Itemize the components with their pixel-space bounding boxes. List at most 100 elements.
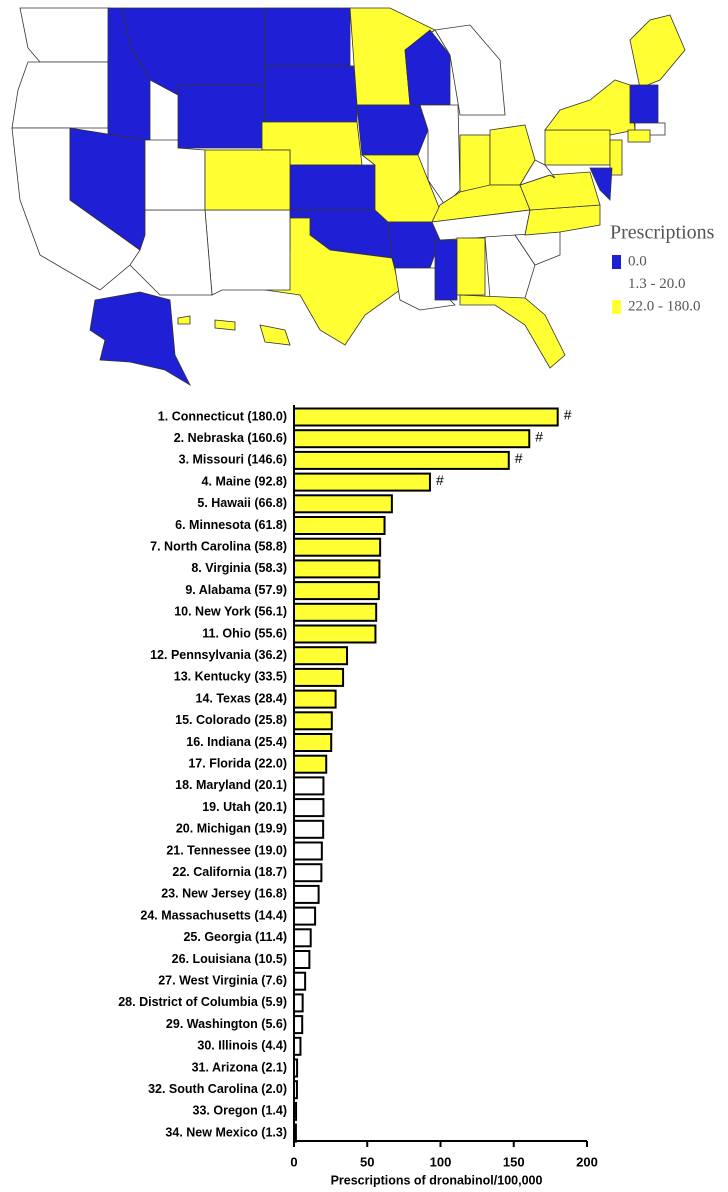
state [214,319,236,331]
bar [293,754,328,774]
bar [293,884,320,904]
legend-title: Prescriptions [610,222,715,244]
category-label: 4. Maine (92.8) [202,474,287,488]
category-label: 34. New Mexico (1.3) [165,1125,287,1139]
bar [293,559,381,579]
category-label: 33. Oregon (1.4) [193,1104,287,1118]
category-label: 32. South Carolina (2.0) [148,1082,287,1096]
category-label: 3. Missouri (146.6) [179,453,287,467]
state [356,104,429,156]
state [434,24,506,116]
state [459,294,566,369]
category-label: 27. West Virginia (7.6) [158,973,287,987]
state [627,129,651,143]
category-label: 6. Minnesota (61.8) [175,518,287,532]
state [524,204,601,236]
category-label: 16. Indiana (25.4) [186,735,287,749]
bar [293,516,386,535]
annotation: # [564,407,572,423]
state [609,139,623,176]
state [404,29,451,106]
state [144,139,206,211]
x-tick-label: 100 [430,1154,452,1169]
state [204,149,291,211]
state [484,234,536,299]
category-label: 7. North Carolina (58.8) [150,539,287,553]
legend-label: 22.0 - 180.0 [628,298,701,314]
state [264,7,351,67]
category-label: 5. Hawaii (66.8) [197,496,287,510]
category-label: 1. Connecticut (180.0) [158,409,287,423]
category-label: 30. Illinois (4.4) [197,1039,287,1053]
state [69,127,146,251]
bar [293,689,337,709]
state [387,221,441,269]
x-tick-label: 150 [503,1154,525,1169]
x-tick-label: 50 [360,1154,374,1169]
bar [293,624,377,644]
bar [293,711,333,731]
category-label: 24. Massachusetts (14.4) [140,908,287,922]
category-label: 8. Virginia (58.3) [191,561,287,575]
category-label: 10. New York (56.1) [174,605,287,619]
bar [293,798,325,818]
category-label: 14. Texas (28.4) [196,691,288,705]
annotation: # [535,428,543,444]
bar [293,906,317,926]
legend-label: 1.3 - 20.0 [628,276,686,292]
x-tick-label: 0 [290,1154,297,1169]
state [456,237,486,296]
state [289,164,376,211]
us-map [11,7,686,387]
bar [293,1015,304,1035]
x-tick-label: 200 [576,1154,598,1169]
state [19,7,111,63]
bar [293,733,333,752]
category-label: 26. Louisiana (10.5) [172,952,287,966]
legend: 0.0 1.3 - 20.0 22.0 - 180.0 [612,253,701,314]
bar [293,537,382,557]
state [259,324,291,346]
bar-chart: 1. Connecticut (180.0) #2. Nebraska (160.… [118,405,598,1187]
annotation: # [515,450,523,466]
bar [293,646,349,666]
state [434,239,458,301]
category-label: 25. Georgia (11.4) [183,930,287,944]
bar [293,450,510,470]
category-label: 29. Washington (5.6) [166,1017,287,1031]
category-label: 23. New Jersey (16.8) [161,887,287,901]
bar [293,863,323,883]
bar [293,950,311,969]
annotation: # [436,472,444,488]
bar [293,819,325,839]
legend-swatch [612,277,621,292]
state [177,84,266,149]
bar [293,928,312,948]
state [264,65,358,123]
bar [293,841,323,861]
state [629,14,686,89]
state [89,291,191,387]
bar [293,494,393,514]
legend-label: 0.0 [628,253,647,269]
x-axis-label: Prescriptions of dronabinol/100,000 [331,1173,543,1187]
category-label: 11. Ohio (55.6) [202,626,287,640]
category-label: 2. Nebraska (160.6) [174,431,287,445]
state [544,129,611,166]
category-label: 18. Maryland (20.1) [175,778,287,792]
bar [293,581,380,601]
bar [293,429,531,449]
category-label: 19. Utah (20.1) [202,800,287,814]
bar [293,407,559,427]
bar [293,602,378,622]
category-label: 9. Alabama (57.9) [185,583,287,597]
bar [293,971,307,991]
state [519,171,601,211]
category-label: 15. Colorado (25.8) [175,713,287,727]
state [177,315,191,325]
state [629,84,659,124]
category-label: 12. Pennsylvania (36.2) [150,648,287,662]
category-label: 28. District of Columbia (5.9) [118,995,287,1009]
